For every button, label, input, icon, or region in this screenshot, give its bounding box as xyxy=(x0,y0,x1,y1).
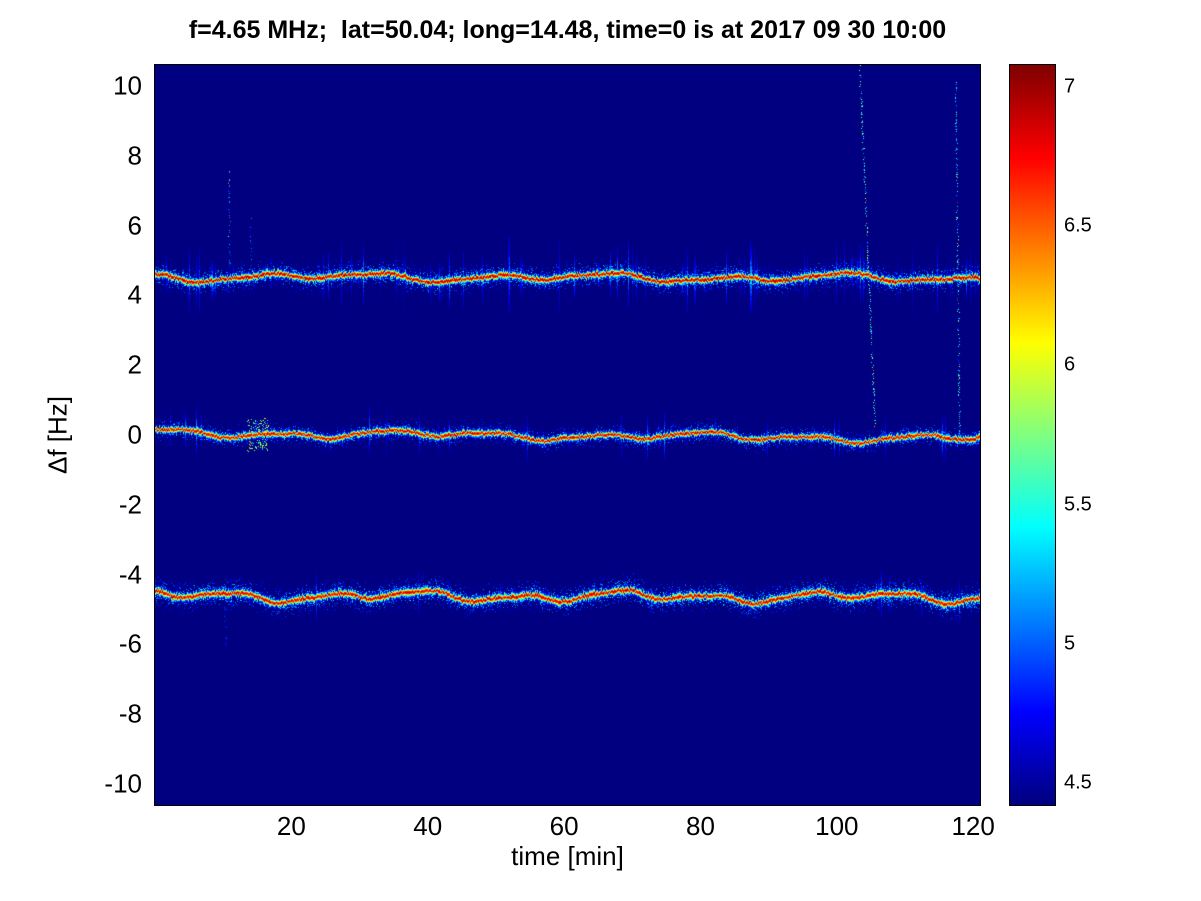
chart-title: f=4.65 MHz; lat=50.04; long=14.48, time=… xyxy=(188,16,947,44)
x-axis-label: time [min] xyxy=(511,841,624,871)
colorbar-tick-label: 5.5 xyxy=(1064,493,1092,516)
colorbar-gradient-canvas xyxy=(1010,65,1055,805)
y-tick-label: 8 xyxy=(127,140,142,171)
y-tick-label: -6 xyxy=(118,628,142,659)
colorbar-tick-label: 5 xyxy=(1064,632,1076,655)
y-tick-label: 6 xyxy=(127,210,142,241)
y-tick-label: -4 xyxy=(118,559,142,590)
x-tick-label: 80 xyxy=(685,811,715,841)
x-tick-label: 120 xyxy=(951,811,995,841)
spectrogram-canvas xyxy=(155,65,980,805)
y-tick-label: 4 xyxy=(127,279,142,310)
y-tick-label: 0 xyxy=(127,419,142,450)
x-tick-label: 20 xyxy=(276,811,306,841)
x-tick-label: 100 xyxy=(815,811,859,841)
y-tick-label: -8 xyxy=(118,698,142,729)
y-tick-label: -10 xyxy=(104,768,142,799)
colorbar-tick-label: 4.5 xyxy=(1064,771,1092,794)
colorbar-tick-label: 6 xyxy=(1064,353,1076,376)
colorbar-tick-label: 7 xyxy=(1064,75,1076,98)
colorbar xyxy=(1009,64,1056,806)
y-tick-label: 10 xyxy=(113,70,142,101)
y-tick-label: 2 xyxy=(127,349,142,380)
plot-area xyxy=(154,64,981,806)
colorbar-tick-label: 6.5 xyxy=(1064,214,1092,237)
x-tick-label: 60 xyxy=(549,811,579,841)
y-tick-label: -2 xyxy=(118,489,142,520)
x-tick-label: 40 xyxy=(413,811,443,841)
